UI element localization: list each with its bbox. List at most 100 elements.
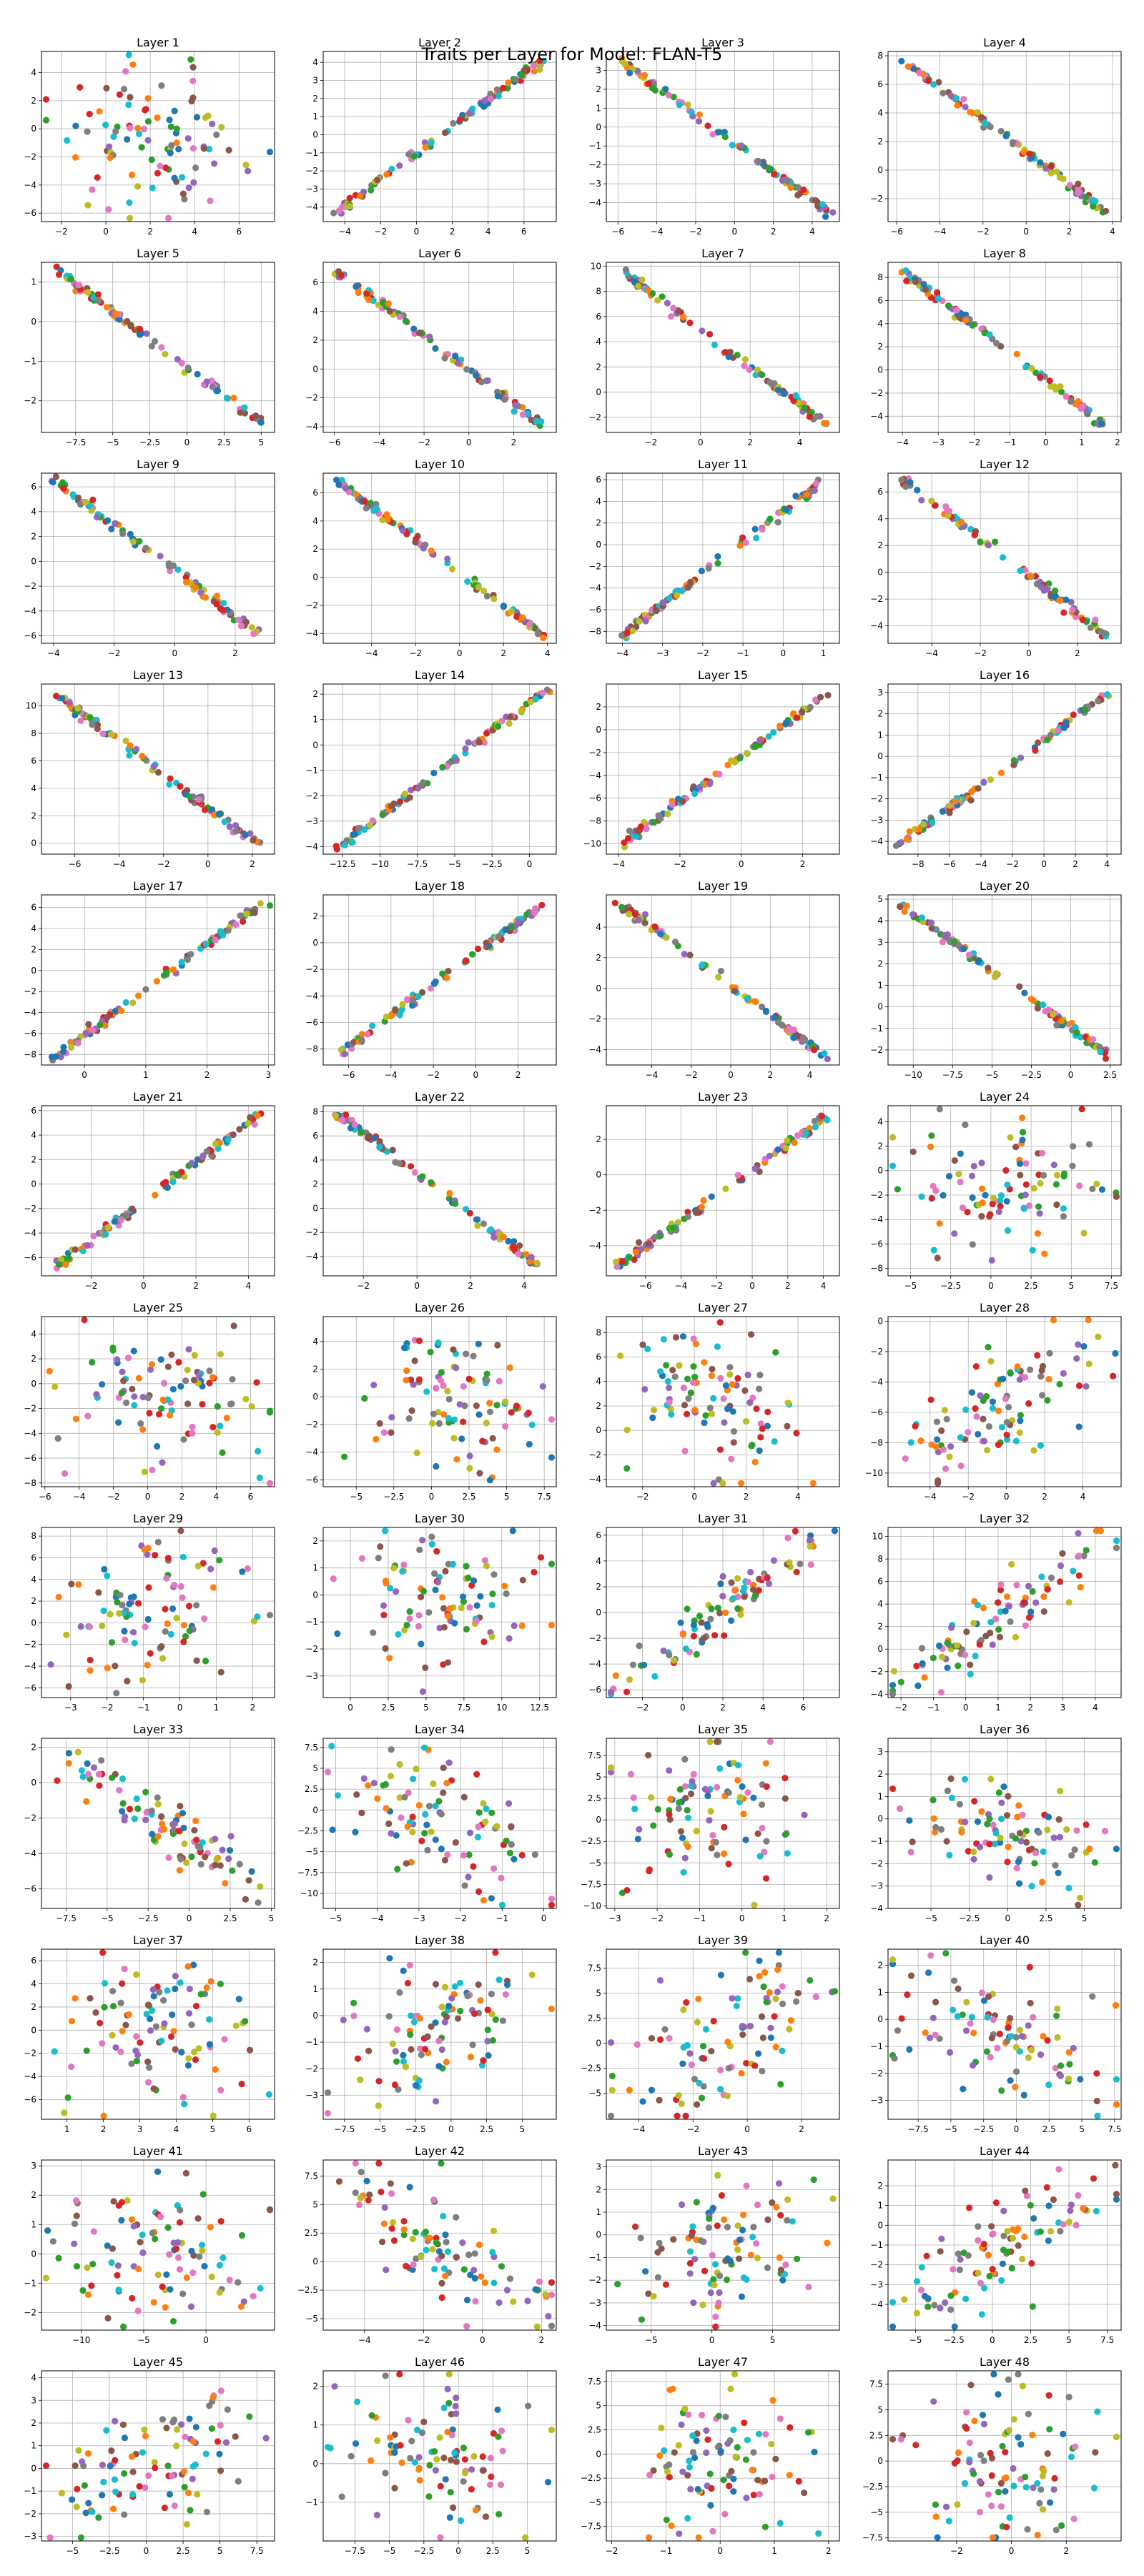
data-point xyxy=(202,806,208,813)
data-point xyxy=(371,1780,378,1786)
y-tick-label: −6 xyxy=(870,1407,883,1417)
data-point xyxy=(1078,1584,1084,1590)
data-point xyxy=(412,539,418,545)
y-tick-label: −6 xyxy=(588,605,601,615)
data-point xyxy=(710,1480,716,1487)
scatter-points xyxy=(897,901,1110,1062)
data-point xyxy=(184,1367,191,1373)
x-tick-label: 7.5 xyxy=(457,1703,470,1713)
data-point xyxy=(691,1374,698,1380)
x-tick-label: 7.5 xyxy=(538,1492,551,1502)
y-tick-label: 3 xyxy=(312,76,318,86)
data-point xyxy=(1000,1783,1007,1790)
data-point xyxy=(889,1134,896,1141)
data-point xyxy=(797,1560,803,1567)
data-point xyxy=(1098,420,1105,427)
data-point xyxy=(169,1179,176,1185)
data-point xyxy=(134,1795,140,1802)
subplot-title: Layer 8 xyxy=(983,247,1026,260)
data-point xyxy=(538,1554,544,1560)
data-point xyxy=(766,1580,772,1587)
data-point xyxy=(463,1563,469,1570)
data-point xyxy=(131,1393,137,1400)
data-point xyxy=(106,144,112,150)
data-point xyxy=(237,410,244,416)
data-point xyxy=(1063,1826,1070,1833)
x-tick-label: −2 xyxy=(636,1703,649,1713)
x-tick-label: −1 xyxy=(1004,437,1017,447)
subplot-title: Layer 33 xyxy=(133,1723,183,1736)
data-point xyxy=(707,1405,714,1411)
x-tick-label: 4 xyxy=(1104,859,1110,869)
data-point xyxy=(445,968,451,974)
data-point xyxy=(652,923,659,930)
data-point xyxy=(1069,1163,1075,1169)
data-point xyxy=(669,801,675,808)
data-point xyxy=(706,331,713,337)
data-point xyxy=(782,1831,789,1838)
y-tick-label: 4 xyxy=(312,1155,318,1165)
data-point xyxy=(61,485,67,492)
x-tick-label: 0 xyxy=(1023,227,1029,237)
subplot-title: Layer 35 xyxy=(698,1723,748,1736)
y-tick-label: −6 xyxy=(24,1029,36,1039)
data-point xyxy=(445,1613,451,1619)
data-point xyxy=(400,1001,406,1008)
data-point xyxy=(975,1602,981,1608)
y-tick-label: 2 xyxy=(312,335,318,345)
data-point xyxy=(191,1827,197,1833)
y-tick-label: −6 xyxy=(24,1884,36,1894)
y-tick-label: −4 xyxy=(305,1252,318,1262)
data-point xyxy=(1083,1821,1089,1828)
data-point xyxy=(684,1807,691,1813)
data-point xyxy=(920,821,927,828)
data-point xyxy=(1068,398,1075,405)
x-tick-label: 0 xyxy=(749,1281,755,1291)
data-point xyxy=(969,322,975,329)
data-point xyxy=(651,1234,658,1240)
data-point xyxy=(143,106,149,112)
data-point xyxy=(123,1212,129,1219)
data-point xyxy=(679,588,685,594)
data-point xyxy=(683,1645,689,1652)
data-point xyxy=(95,1589,102,1595)
data-point xyxy=(431,1570,438,1577)
y-tick-label: 4 xyxy=(31,1329,36,1339)
data-point xyxy=(793,1430,799,1436)
data-point xyxy=(897,1805,903,1812)
data-point xyxy=(96,1771,102,1778)
gridlines xyxy=(888,1106,1121,1276)
data-point xyxy=(370,507,377,514)
data-point xyxy=(139,1677,146,1683)
scatter-points xyxy=(47,1527,273,1696)
y-tick-label: −6 xyxy=(588,1685,601,1695)
data-point xyxy=(719,1592,726,1599)
data-point xyxy=(1026,1615,1032,1621)
data-point xyxy=(175,1828,182,1834)
y-tick-label: 5 xyxy=(596,1772,601,1782)
data-point xyxy=(109,1775,115,1781)
data-point xyxy=(962,104,968,110)
data-point xyxy=(720,1395,726,1402)
data-point xyxy=(735,1762,741,1768)
x-tick-label: 0 xyxy=(739,859,744,869)
data-point xyxy=(127,125,133,132)
data-point xyxy=(242,162,249,168)
y-tick-label: −6 xyxy=(24,1683,36,1693)
data-point xyxy=(89,187,95,193)
data-point xyxy=(190,179,197,186)
y-tick-label: 0 xyxy=(877,1814,883,1824)
data-point xyxy=(817,694,824,700)
x-tick-label: 2 xyxy=(1027,1703,1033,1713)
data-point xyxy=(501,1582,508,1589)
x-tick-label: 0 xyxy=(347,1703,353,1713)
data-point xyxy=(1014,1363,1020,1369)
data-point xyxy=(452,352,458,359)
y-tick-label: 2 xyxy=(877,958,883,969)
data-point xyxy=(731,1439,737,1445)
y-tick-label: −4 xyxy=(870,1689,883,1699)
x-tick-label: 2 xyxy=(800,859,806,869)
subplot-title: Layer 5 xyxy=(137,247,179,260)
